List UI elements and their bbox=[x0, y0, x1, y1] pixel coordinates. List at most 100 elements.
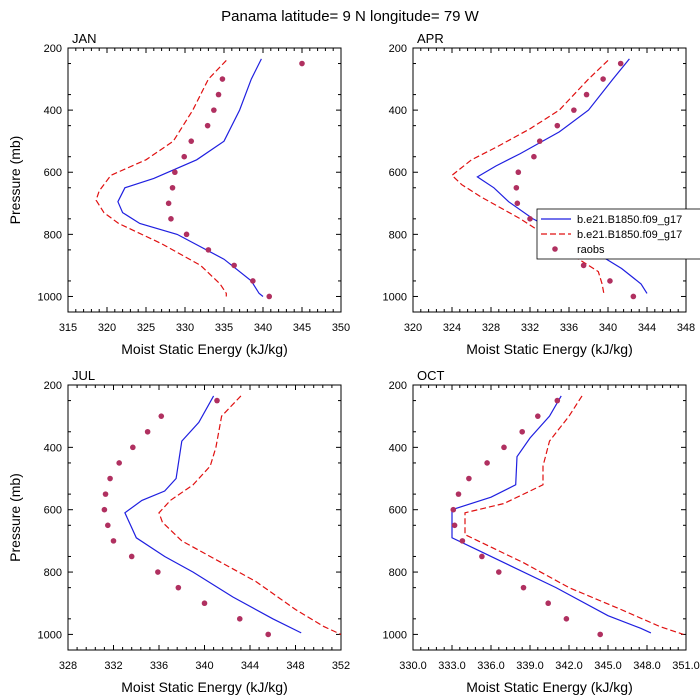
raobs-point bbox=[513, 184, 520, 191]
raobs-point bbox=[545, 600, 551, 607]
raobs-point bbox=[536, 138, 543, 144]
raobs-point bbox=[169, 184, 176, 191]
x-tick-label: 320 bbox=[404, 322, 422, 334]
panel-label: JUL bbox=[72, 368, 95, 383]
raobs-point bbox=[105, 522, 111, 529]
x-tick-label: 345.0 bbox=[594, 660, 622, 672]
raobs-point bbox=[250, 278, 256, 284]
x-tick-label: 348 bbox=[677, 322, 695, 334]
y-tick-label: 1000 bbox=[383, 629, 407, 641]
raobs-point bbox=[563, 616, 570, 622]
data-area bbox=[451, 58, 648, 300]
x-tick-label: 344 bbox=[638, 322, 656, 334]
raobs-point bbox=[128, 553, 135, 560]
x-tick-label: 342.0 bbox=[555, 660, 583, 672]
x-tick-label: 340 bbox=[254, 322, 272, 334]
raobs-point bbox=[600, 76, 606, 82]
x-tick-label: 328 bbox=[59, 660, 77, 672]
panel-label: APR bbox=[417, 31, 444, 46]
x-axis-label: Moist Static Energy (kJ/kg) bbox=[121, 341, 288, 357]
y-tick-label: 600 bbox=[44, 505, 62, 517]
raobs-point bbox=[484, 460, 490, 466]
raobs-point bbox=[266, 293, 273, 300]
raobs-point bbox=[496, 569, 502, 575]
y-tick-label: 400 bbox=[389, 442, 407, 454]
raobs-point bbox=[144, 428, 151, 435]
y-tick-label: 600 bbox=[389, 167, 407, 179]
y-tick-label: 800 bbox=[44, 567, 62, 579]
raobs-point bbox=[175, 584, 182, 591]
legend-entry-label: b.e21.B1850.f09_g17 bbox=[577, 214, 682, 226]
raobs-point bbox=[617, 60, 624, 67]
raobs-point bbox=[519, 428, 525, 435]
raobs-point bbox=[583, 91, 590, 98]
x-tick-label: 333.0 bbox=[438, 660, 466, 672]
x-tick-label: 336 bbox=[150, 660, 168, 672]
raobs-point bbox=[450, 506, 457, 513]
x-tick-label: 344 bbox=[241, 660, 259, 672]
series-line-solid bbox=[117, 58, 264, 297]
x-tick-label: 330 bbox=[176, 322, 194, 334]
raobs-point bbox=[455, 491, 462, 497]
x-tick-label: 332 bbox=[521, 322, 539, 334]
raobs-point bbox=[102, 491, 109, 497]
raobs-point bbox=[554, 122, 561, 129]
x-tick-label: 340 bbox=[195, 660, 213, 672]
raobs-point bbox=[501, 444, 507, 451]
chart-panel-jul: JUL 328 332 336 340 344 348 352 200 400 600 800 1000… bbox=[7, 368, 350, 695]
raobs-point bbox=[515, 169, 522, 176]
y-tick-label: 200 bbox=[44, 380, 62, 392]
raobs-point bbox=[168, 216, 174, 222]
raobs-point bbox=[219, 76, 226, 82]
raobs-point bbox=[299, 60, 305, 67]
raobs-point bbox=[116, 460, 122, 466]
plot-frame bbox=[412, 384, 687, 651]
series-line-dashed bbox=[451, 59, 609, 296]
raobs-point bbox=[205, 247, 212, 253]
data-area bbox=[450, 395, 684, 638]
raobs-point bbox=[215, 91, 222, 98]
x-tick-label: 332 bbox=[104, 660, 122, 672]
x-tick-label: 339.0 bbox=[516, 660, 544, 672]
data-area bbox=[101, 395, 341, 638]
figure-title: Panama latitude= 9 N longitude= 79 W bbox=[221, 8, 480, 25]
x-tick-label: 348.0 bbox=[633, 660, 661, 672]
raobs-point bbox=[236, 616, 243, 622]
x-tick-label: 348 bbox=[286, 660, 304, 672]
x-tick-label: 315 bbox=[59, 322, 77, 334]
raobs-point bbox=[554, 397, 561, 404]
raobs-point bbox=[571, 107, 577, 113]
series-line-solid bbox=[476, 58, 648, 294]
raobs-point bbox=[107, 475, 113, 482]
plot-frame bbox=[67, 47, 342, 313]
raobs-point bbox=[183, 231, 190, 238]
x-tick-label: 330.0 bbox=[399, 660, 427, 672]
series-line-dashed bbox=[95, 59, 227, 297]
raobs-point bbox=[158, 413, 165, 419]
legend-entry-label: b.e21.B1850.f09_g17 bbox=[577, 229, 682, 241]
x-tick-label: 325 bbox=[137, 322, 155, 334]
raobs-point bbox=[630, 293, 637, 300]
y-tick-label: 1000 bbox=[38, 291, 62, 303]
chart-panel-jan: JAN 315 320 325 330 335 340 345 350 200 400 600 800 1… bbox=[7, 31, 350, 357]
x-axis-label: Moist Static Energy (kJ/kg) bbox=[466, 679, 633, 695]
data-area bbox=[95, 58, 305, 300]
legend: b.e21.B1850.f09_g17 b.e21.B1850.f09_g17ra… bbox=[536, 208, 700, 260]
raobs-point bbox=[607, 278, 613, 284]
x-tick-label: 345 bbox=[293, 322, 311, 334]
series-line-solid bbox=[451, 395, 652, 634]
chart-panel-apr: APR 320 324 328 332 336 340 344 348 200 400 600 800 1… bbox=[383, 31, 696, 357]
raobs-point bbox=[172, 169, 178, 176]
raobs-point bbox=[110, 538, 117, 544]
raobs-point bbox=[188, 138, 195, 144]
x-tick-label: 352 bbox=[332, 660, 350, 672]
raobs-point bbox=[459, 538, 466, 544]
y-tick-label: 400 bbox=[44, 442, 62, 454]
y-tick-label: 600 bbox=[389, 505, 407, 517]
x-tick-label: 324 bbox=[443, 322, 461, 334]
raobs-point bbox=[231, 262, 237, 269]
x-tick-label: 336.0 bbox=[477, 660, 505, 672]
y-tick-label: 200 bbox=[44, 43, 62, 55]
raobs-point bbox=[211, 107, 217, 113]
